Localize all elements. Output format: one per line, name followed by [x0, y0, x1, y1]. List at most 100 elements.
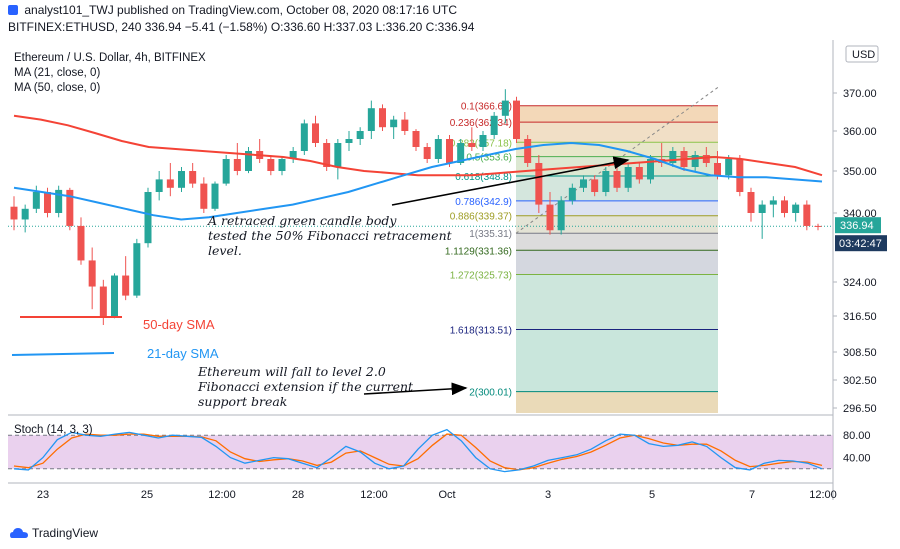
- candle-body: [289, 151, 297, 159]
- fib-note-line1: A retraced green candle body: [207, 213, 397, 228]
- candle-body: [769, 200, 777, 205]
- price-axis-bg: [833, 40, 900, 500]
- time-label: Oct: [438, 489, 455, 501]
- time-label: 5: [649, 489, 655, 501]
- time-label: 28: [292, 489, 304, 501]
- time-label: 25: [141, 489, 153, 501]
- candle-body: [99, 286, 107, 316]
- candle-body: [32, 192, 40, 209]
- candle-body: [479, 135, 487, 147]
- arrow-to-extension: [363, 382, 468, 396]
- publish-line: analyst101_TWJ published on TradingView.…: [8, 3, 457, 17]
- fib-zone-7: [516, 233, 718, 251]
- candle-body: [647, 159, 654, 180]
- candle-body: [334, 143, 342, 167]
- candle-body: [401, 119, 409, 131]
- fib-label-1.1129: 1.1129(331.36): [445, 246, 512, 257]
- candle-body: [300, 123, 308, 151]
- low-value: 336.20: [385, 20, 423, 34]
- footer: TradingView: [0, 521, 900, 549]
- tv-small-icon: [8, 5, 18, 15]
- time-label: 3: [545, 489, 551, 501]
- ext-note-line1: Ethereum will fall to level 2.0: [197, 364, 386, 379]
- candle-body: [278, 159, 286, 171]
- countdown-text: 03:42:47: [839, 238, 882, 250]
- candle-body: [624, 167, 632, 188]
- candle-body: [55, 189, 63, 213]
- candle-body: [635, 167, 643, 180]
- legend-ma21: MA (21, close, 0): [14, 67, 101, 79]
- fib-zone-6: [516, 215, 718, 234]
- candle-body: [356, 131, 364, 139]
- time-label: 12:00: [809, 489, 837, 501]
- fib-zone-0: [516, 105, 718, 123]
- candle-body: [245, 151, 252, 171]
- fib-zone-5: [516, 200, 718, 216]
- candle-body: [412, 131, 420, 147]
- fib-label-0.5: 0.5(353.6): [466, 153, 512, 164]
- candle-body: [457, 143, 465, 163]
- time-label: 12:00: [208, 489, 236, 501]
- fib-note-line2: tested the 50% Fibonacci retracement: [208, 228, 453, 243]
- open-value: 336.60: [283, 20, 321, 34]
- price-tick-label: 308.50: [843, 347, 877, 359]
- candle-body: [66, 189, 74, 226]
- tradingview-cloud-icon: [10, 528, 28, 538]
- fib-label-2: 2(300.01): [469, 388, 512, 399]
- open-label: O:: [270, 20, 284, 34]
- candle-body: [792, 204, 800, 213]
- ma50-line: [13, 114, 823, 177]
- candle-body: [501, 100, 509, 116]
- stoch-d-line: [13, 433, 823, 471]
- candle-body: [267, 159, 275, 171]
- close-label: C:: [425, 20, 438, 34]
- candle-body: [580, 179, 587, 188]
- last-price-badge-text: 336.94: [840, 220, 874, 232]
- stoch-band: [8, 435, 833, 469]
- legend-ma50: MA (50, close, 0): [14, 82, 101, 94]
- symbol-label: BITFINEX:ETHUSD, 240: [8, 20, 142, 34]
- publish-text: analyst101_TWJ published on TradingView.…: [24, 3, 458, 17]
- legend-stoch: Stoch (14, 3, 3): [14, 424, 93, 436]
- countdown-badge: [835, 235, 887, 252]
- stoch-k-line: [13, 428, 823, 473]
- currency-label: USD: [852, 49, 875, 61]
- fib-zone-10: [516, 329, 718, 392]
- close-value: 336.94: [437, 20, 475, 34]
- ma21-line: [13, 141, 823, 221]
- fib-label-1.618: 1.618(313.51): [450, 325, 512, 336]
- price-change: −5.41 (−1.58%): [184, 20, 268, 34]
- fib-label-0.886: 0.886(339.37): [450, 212, 512, 223]
- sma21-label: 21-day SMA: [147, 346, 219, 361]
- candle-body: [602, 171, 610, 192]
- candle-body: [44, 192, 51, 213]
- fib-zone-bottom: [516, 391, 718, 413]
- candle-body: [546, 204, 554, 231]
- price-tick-label: 316.50: [843, 311, 877, 323]
- price-chart[interactable]: 0.1(366.65)0.236(362.34)0.382(357.18)0.5…: [0, 0, 900, 521]
- time-label: 7: [749, 489, 755, 501]
- candle-body: [10, 206, 18, 220]
- stoch-tick-80: 80.00: [843, 430, 871, 442]
- candle-body: [423, 147, 431, 159]
- candle-body: [669, 151, 677, 163]
- arrow-to-fib-level: [391, 156, 630, 206]
- candle-body: [312, 123, 319, 143]
- last-price: 336.94: [144, 20, 182, 34]
- candle-body: [178, 171, 185, 188]
- fib-zone-9: [516, 274, 718, 330]
- tradingview-logo: TradingView: [10, 526, 98, 540]
- candle-body: [77, 225, 85, 261]
- candle-body: [211, 183, 219, 209]
- fib-label-0.236: 0.236(362.34): [450, 118, 512, 129]
- candle-body: [233, 159, 241, 171]
- candle-body: [222, 159, 230, 184]
- price-tick-label: 360.00: [843, 126, 877, 138]
- candle-body: [613, 171, 621, 188]
- ext-note-line2: Fibonacci extension if the current: [197, 379, 414, 394]
- fib-label-0.618: 0.618(348.8): [455, 172, 512, 183]
- candle-body: [200, 183, 208, 209]
- last-price-badge: [835, 217, 881, 234]
- fib-zone-1: [516, 122, 718, 143]
- candle-body: [781, 200, 788, 213]
